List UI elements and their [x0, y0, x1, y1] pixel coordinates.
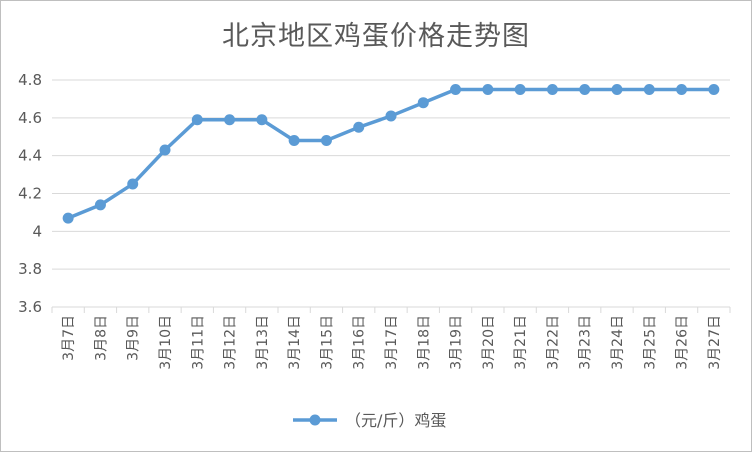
x-tick-label: 3月10日 [158, 315, 174, 370]
x-tick-label: 3月16日 [352, 315, 368, 370]
data-point [546, 83, 558, 95]
x-tick-label: 3月26日 [675, 315, 691, 370]
x-tick-label: 3月24日 [610, 315, 626, 370]
data-point [417, 97, 429, 109]
data-point [482, 83, 494, 95]
data-point [159, 144, 171, 156]
x-tick-label: 3月8日 [93, 315, 109, 361]
x-tick-label: 3月27日 [707, 315, 723, 370]
x-tick-label: 3月19日 [449, 315, 465, 370]
x-tick-label: 3月23日 [578, 315, 594, 370]
y-tick-label: 4.2 [18, 185, 42, 203]
data-point [94, 199, 106, 211]
x-tick-label: 3月7日 [61, 315, 77, 361]
data-point [514, 83, 526, 95]
legend-label: （元/斤）鸡蛋 [345, 411, 446, 430]
x-tick-label: 3月13日 [255, 315, 271, 370]
x-tick-label: 3月15日 [319, 315, 335, 370]
data-point [256, 114, 268, 126]
data-point [385, 110, 397, 122]
y-tick-label: 3.8 [18, 260, 42, 278]
data-point [708, 83, 720, 95]
data-point [127, 178, 139, 190]
data-point [611, 83, 623, 95]
x-tick-label: 3月21日 [513, 315, 529, 370]
x-tick-label: 3月9日 [126, 315, 142, 361]
data-point [62, 212, 74, 224]
data-point [224, 114, 236, 126]
x-tick-label: 3月12日 [223, 315, 239, 370]
x-tick-label: 3月14日 [287, 315, 303, 370]
y-tick-label: 4.6 [18, 109, 42, 127]
data-point [288, 135, 300, 147]
x-tick-label: 3月22日 [545, 315, 561, 370]
x-tick-label: 3月25日 [642, 315, 658, 370]
x-tick-label: 3月20日 [481, 315, 497, 370]
data-point [353, 121, 365, 133]
x-tick-label: 3月18日 [416, 315, 432, 370]
y-tick-label: 4.8 [18, 71, 42, 89]
y-tick-label: 4 [32, 222, 42, 240]
data-point [579, 83, 591, 95]
data-point [320, 135, 332, 147]
data-point [191, 114, 203, 126]
data-point [643, 83, 655, 95]
y-tick-label: 3.6 [18, 298, 42, 316]
y-tick-label: 4.4 [18, 147, 42, 165]
legend-marker [309, 414, 321, 426]
x-tick-label: 3月11日 [190, 315, 206, 370]
chart-title: 北京地区鸡蛋价格走势图 [222, 21, 530, 52]
data-point [450, 83, 462, 95]
x-tick-label: 3月17日 [384, 315, 400, 370]
data-point [676, 83, 688, 95]
